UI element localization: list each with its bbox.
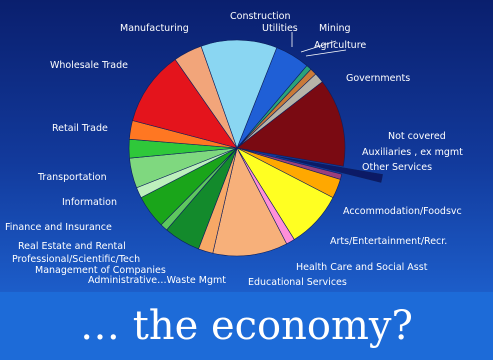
label-governments: Governments xyxy=(346,73,410,84)
label-wholesale: Wholesale Trade xyxy=(50,60,128,71)
slice-manufacturing xyxy=(200,39,278,149)
slice-governments xyxy=(236,81,346,167)
label-auxiliaries: Auxiliaries , ex mgmt xyxy=(362,147,463,158)
label-utilities: Utilities xyxy=(262,23,298,34)
label-retail: Retail Trade xyxy=(52,123,108,134)
label-transportation: Transportation xyxy=(37,172,107,183)
slice-health-care-and-social-asst xyxy=(212,147,288,257)
label-educational: Educational Services xyxy=(248,277,347,288)
label-accommodation: Accommodation/Foodsvc xyxy=(343,206,462,217)
slice-retail-trade xyxy=(132,59,238,149)
slice-not-covered xyxy=(276,155,383,183)
subtitle-band xyxy=(0,292,493,360)
label-administrative: Administrative…Waste Mgmt xyxy=(88,275,226,286)
slide-subtitle: … the economy? xyxy=(80,303,413,349)
leader-lines xyxy=(291,32,347,57)
label-mining: Mining xyxy=(319,23,351,34)
label-arts: Arts/Entertainment/Recr. xyxy=(330,236,447,247)
label-real-estate: Real Estate and Rental xyxy=(18,241,126,252)
slice-labels: Construction Utilities Mining Agricultur… xyxy=(5,11,463,288)
label-health: Health Care and Social Asst xyxy=(296,262,428,273)
pie-slices xyxy=(128,39,383,257)
label-professional: Professional/Scientific/Tech xyxy=(12,254,140,265)
label-agriculture: Agriculture xyxy=(314,40,366,51)
pie-chart: Construction Utilities Mining Agricultur… xyxy=(5,11,463,288)
label-construction: Construction xyxy=(230,11,291,22)
label-finance: Finance and Insurance xyxy=(5,222,112,233)
label-other-services: Other Services xyxy=(362,162,432,173)
label-not-covered: Not covered xyxy=(388,131,446,142)
label-information: Information xyxy=(62,197,117,208)
label-management: Management of Companies xyxy=(35,265,166,276)
label-manufacturing: Manufacturing xyxy=(120,23,189,34)
